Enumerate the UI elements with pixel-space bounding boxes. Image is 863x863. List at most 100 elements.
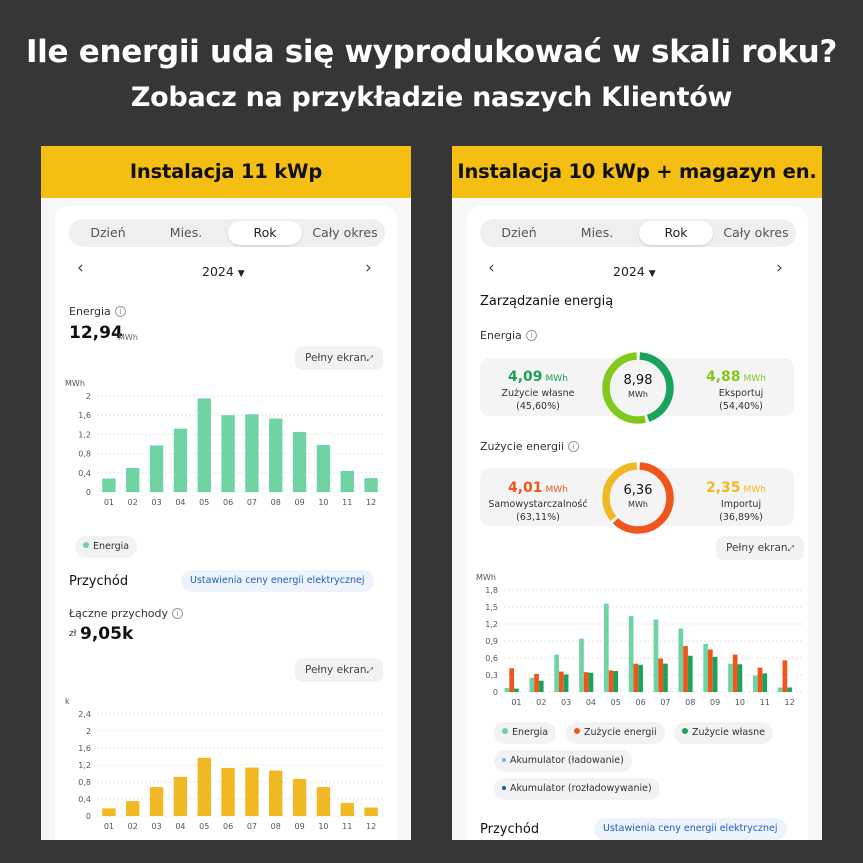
price-settings-button[interactable]: Ustawienia ceny energii elektrycznej (181, 570, 374, 592)
right-app-screen: Dzień Mies. Rok Cały okres ‹ 2024 ▼ › Za… (452, 198, 822, 840)
autarky-label: Samowystarczalność (488, 499, 588, 510)
x-tick-label: 03 (151, 822, 161, 831)
bar (762, 673, 768, 692)
ring-segment (602, 462, 674, 534)
x-tick-label: 01 (511, 698, 521, 707)
consumption-label-row: Zużycie energii i (480, 440, 580, 453)
x-tick-label: 05 (199, 822, 209, 831)
bar (269, 418, 283, 492)
legend-energy[interactable]: Energia (494, 722, 557, 744)
chevron-right-icon[interactable]: › (365, 258, 372, 278)
legend-dot-icon (574, 728, 580, 734)
legend-dot-icon (83, 542, 89, 548)
import-unit: MWh (743, 485, 766, 495)
y-tick-label: 0 (86, 812, 91, 821)
fullscreen-button[interactable]: Pełny ekran⤢ (716, 536, 804, 560)
export-unit: MWh (743, 374, 766, 384)
bar (364, 478, 378, 492)
legend-consumption[interactable]: Zużycie energii (566, 722, 665, 744)
bar (221, 415, 235, 492)
tab-year[interactable]: Rok (639, 221, 713, 245)
x-tick-label: 11 (342, 498, 352, 507)
self-use-caption: Zużycie własne (45,60%) (488, 387, 588, 413)
ring2-unit: MWh (628, 500, 648, 509)
bar (703, 643, 709, 692)
bar (708, 649, 713, 692)
tab-month[interactable]: Mies. (169, 225, 203, 240)
autarky-percent: (63,11%) (516, 512, 560, 523)
fullscreen-button-revenue[interactable]: Pełny ekran⤢ (295, 658, 383, 682)
legend-energy[interactable]: Energia (75, 536, 138, 558)
total-revenue-row: Łączne przychody i (69, 607, 184, 620)
bar (126, 468, 140, 492)
year-selector[interactable]: 2024 ▼ (202, 264, 245, 279)
bar (613, 671, 619, 692)
x-tick-label: 07 (660, 698, 670, 707)
production-box (480, 358, 794, 416)
tab-day[interactable]: Dzień (501, 225, 537, 240)
y-tick-label: 1,6 (78, 744, 91, 753)
legend-battery-discharge-label: Akumulator (rozładowywanie) (510, 783, 652, 794)
left-card: Dzień Mies. Rok Cały okres ‹ 2024 ▼ › En… (55, 206, 397, 840)
bar (583, 672, 589, 692)
bar (292, 779, 307, 816)
energy-chart: MWh 0 0,4 0,8 1,2 1,6 2 01 02 03 04 05 06 07 08 09 10 11 1… (65, 379, 383, 507)
tab-month[interactable]: Mies. (580, 225, 614, 240)
chevron-left-icon[interactable]: ‹ (488, 258, 495, 278)
x-tick-label: 09 (294, 822, 304, 831)
info-icon[interactable]: i (525, 330, 537, 341)
x-tick-label: 11 (342, 822, 352, 831)
x-tick-label: 10 (735, 698, 745, 707)
bar (737, 664, 743, 692)
info-icon[interactable]: i (172, 608, 184, 619)
fullscreen-label: Pełny ekran (305, 352, 367, 364)
bar (269, 770, 283, 816)
autarky-value: 4,01 MWh (508, 480, 568, 496)
legend-battery-discharge[interactable]: Akumulator (rozładowywanie) (494, 778, 660, 800)
bar (221, 767, 235, 816)
left-app-screen: Dzień Mies. Rok Cały okres ‹ 2024 ▼ › En… (41, 198, 411, 840)
tab-all-time[interactable]: Cały okres (312, 225, 378, 240)
right-panel-banner: Instalacja 10 kWp + magazyn en. (452, 146, 822, 198)
legend-battery-charge[interactable]: Akumulator (ładowanie) (494, 750, 632, 772)
tab-year[interactable]: Rok (228, 221, 302, 245)
bar (712, 656, 718, 692)
x-tick-label: 01 (104, 822, 114, 831)
chevron-left-icon[interactable]: ‹ (77, 258, 84, 278)
y-tick-label: 2 (86, 392, 91, 401)
tab-day[interactable]: Dzień (90, 225, 126, 240)
y-tick-label: 1,6 (78, 411, 91, 420)
price-settings-button[interactable]: Ustawienia ceny energii elektrycznej (594, 818, 787, 840)
import-number: 2,35 (706, 480, 741, 496)
legend-dot-icon (502, 758, 506, 762)
y-tick-label: 0 (86, 488, 91, 497)
bar (638, 664, 643, 692)
bar (316, 444, 331, 492)
energy-value: 12,94 (69, 323, 123, 343)
legend-energy-label: Energia (93, 541, 130, 552)
y-tick-label: 0,6 (485, 654, 498, 663)
legend-self-use[interactable]: Zużycie własne (674, 722, 773, 744)
self-use-percent: (45,60%) (516, 401, 560, 412)
bar (509, 668, 515, 692)
y-tick-label: 0,8 (78, 778, 91, 787)
bar (579, 638, 584, 692)
x-tick-label: 05 (611, 698, 621, 707)
bar (149, 787, 164, 816)
year-selector[interactable]: 2024 ▼ (613, 264, 656, 279)
x-tick-label: 04 (175, 822, 185, 831)
x-tick-label: 02 (128, 822, 138, 831)
tab-all-time[interactable]: Cały okres (723, 225, 789, 240)
y-tick-label: 0 (493, 688, 498, 697)
bar (173, 428, 188, 492)
bar (653, 619, 659, 692)
fullscreen-button[interactable]: Pełny ekran⤢ (295, 346, 383, 370)
self-use-number: 4,09 (508, 369, 543, 385)
x-tick-label: 01 (104, 498, 114, 507)
info-icon[interactable]: i (114, 306, 126, 317)
legend-dot-icon (502, 786, 506, 790)
chevron-right-icon[interactable]: › (776, 258, 783, 278)
autarky-unit: MWh (545, 485, 568, 495)
x-tick-label: 07 (247, 498, 257, 507)
info-icon[interactable]: i (568, 441, 580, 452)
